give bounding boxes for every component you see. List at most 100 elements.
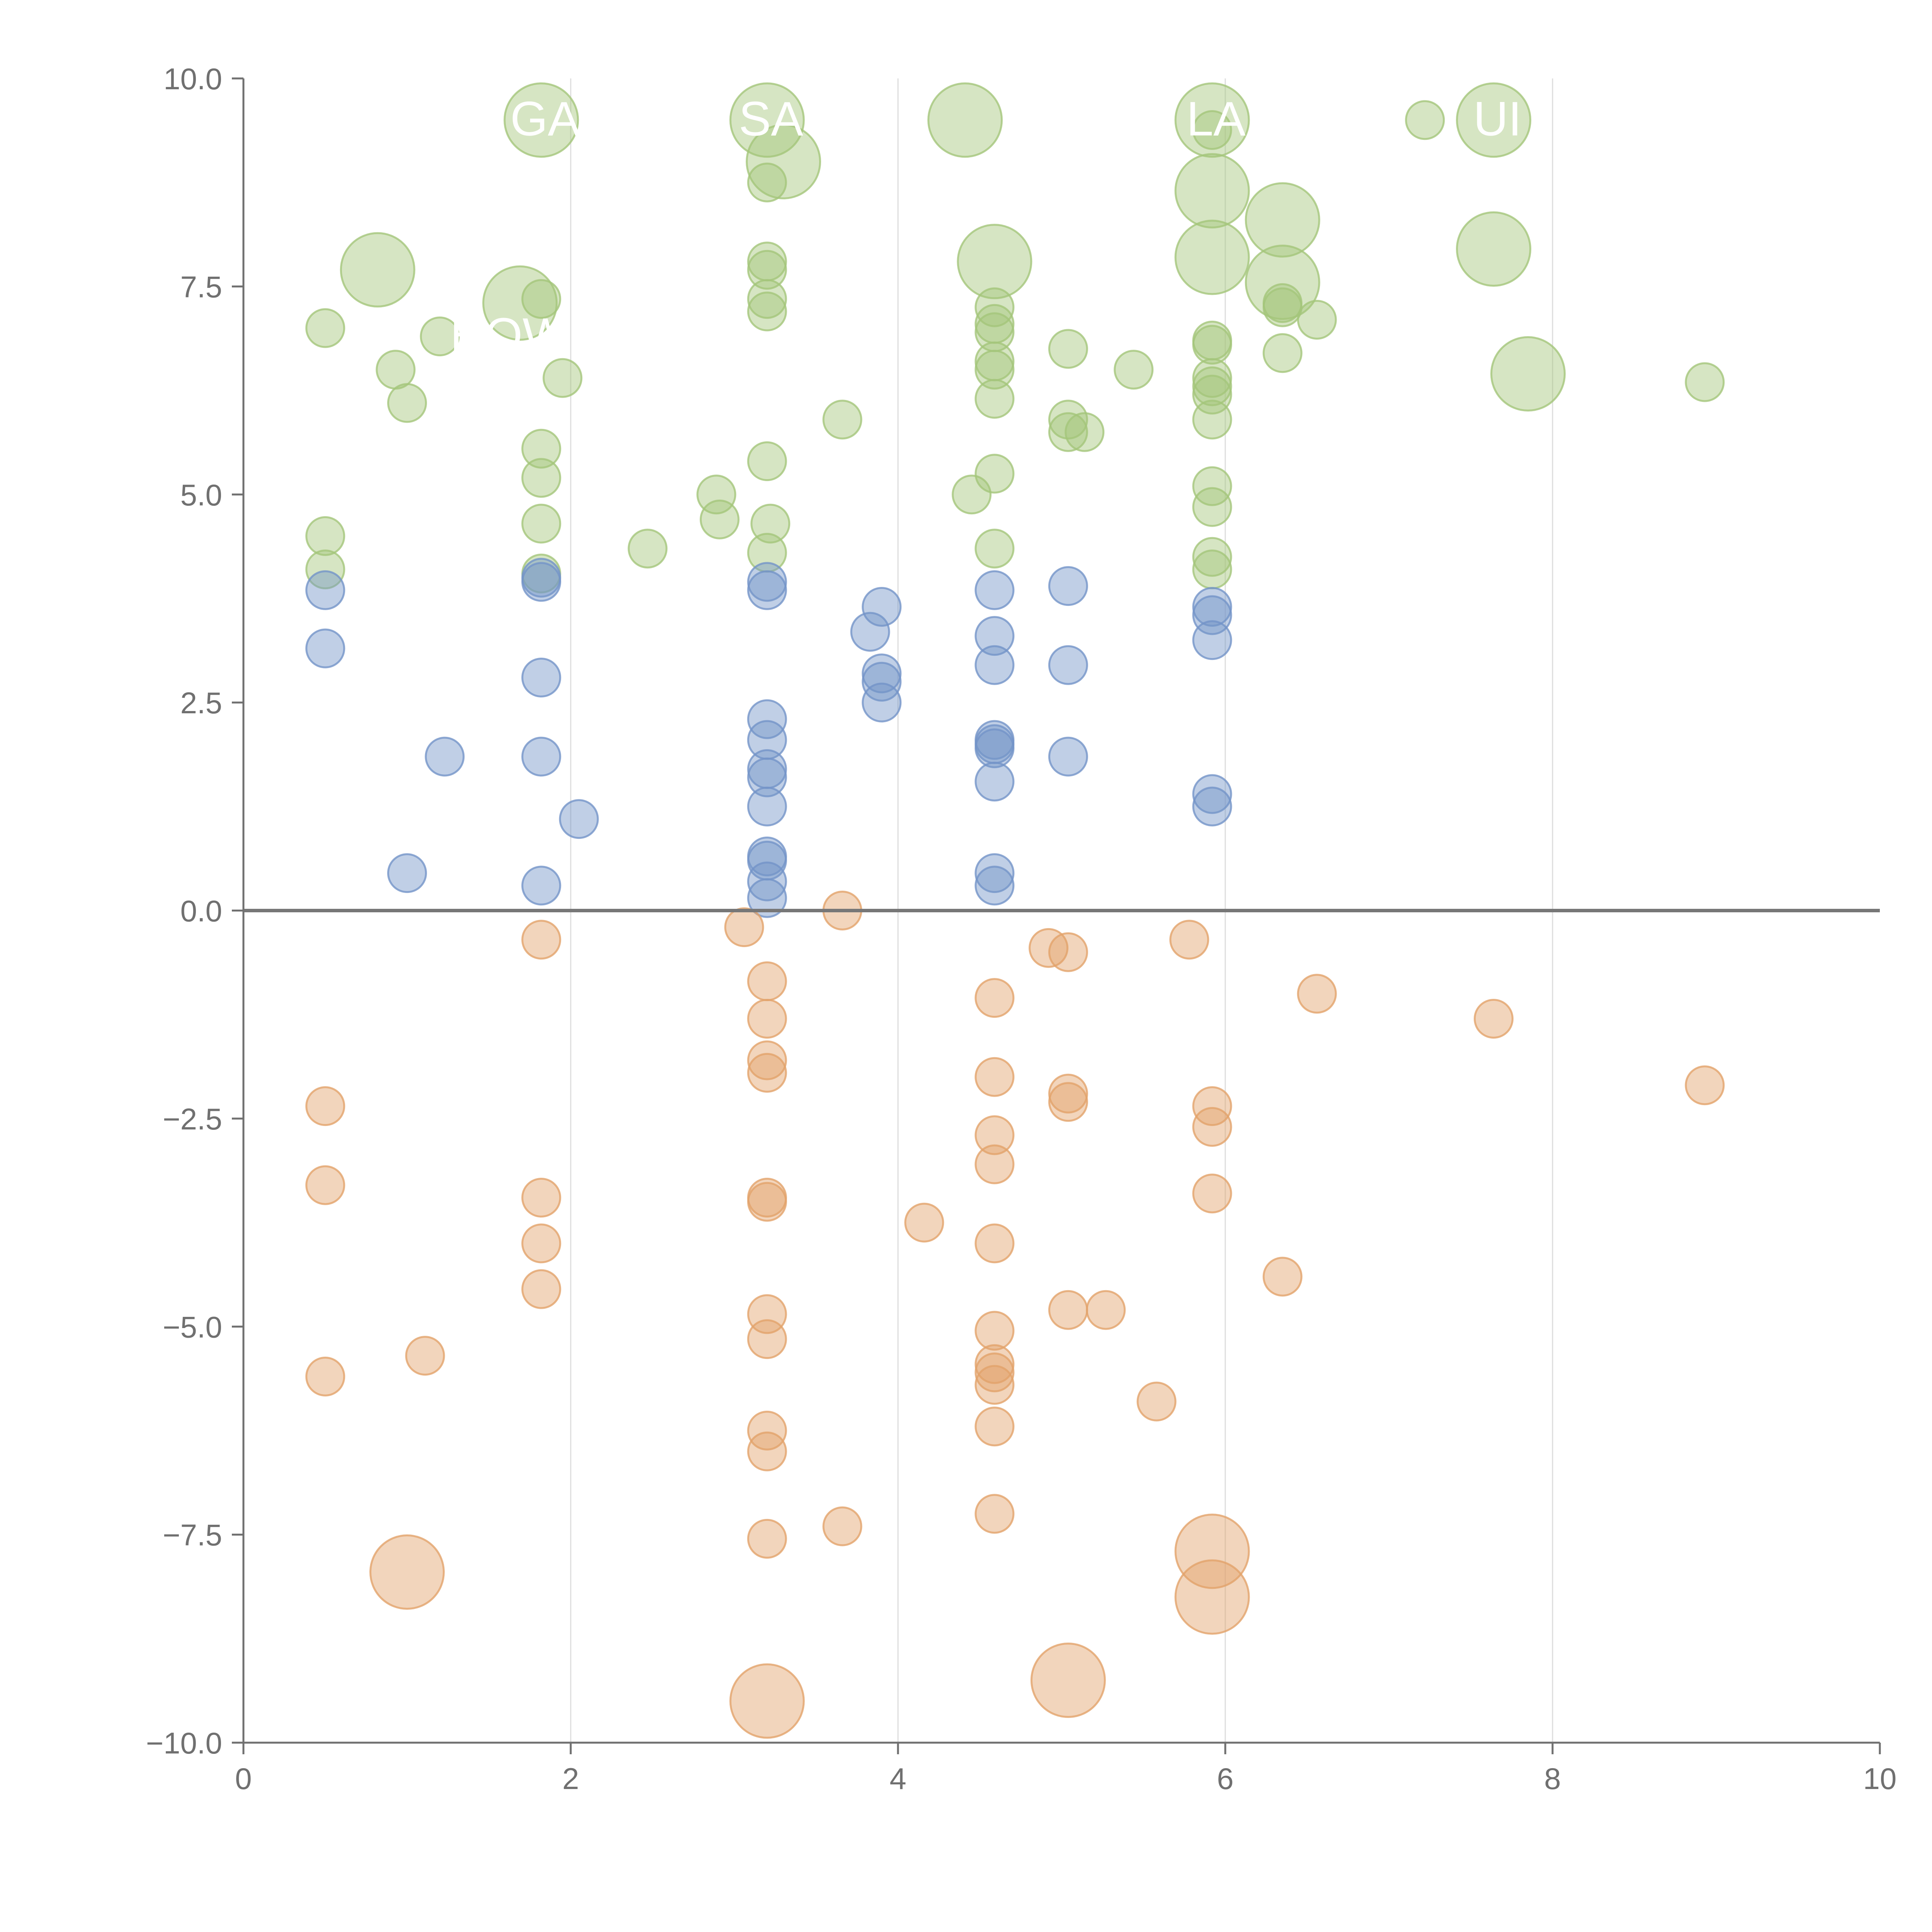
bubble-blue-24 (862, 662, 902, 702)
y-axis-ticks: 10.0 7.5 5.0 2.5 0.0 −2.5 −5.0 −7.5 −10.0 (146, 62, 243, 1760)
bubble-label-sa: SA (739, 92, 803, 146)
bubble-orange-30 (975, 1311, 1015, 1351)
bubble-blue-6 (521, 658, 561, 697)
bubble-blue-32 (975, 762, 1015, 802)
bubble-orange-28 (975, 1144, 1015, 1184)
bubble-orange-37 (1048, 932, 1088, 972)
bubble-green-6 (420, 316, 460, 357)
bubble-orange-3 (369, 1534, 445, 1610)
bubble-green-51 (1192, 358, 1232, 398)
bubble-green-19 (746, 124, 821, 199)
bubble-orange-36 (1029, 928, 1069, 968)
bubble-green-9 (521, 279, 561, 319)
bubble-orange-33 (975, 1365, 1015, 1405)
series-orange (305, 891, 1725, 1739)
bubble-orange-26 (975, 1057, 1015, 1097)
bubble-orange-9 (724, 907, 764, 947)
bubble-blue-12 (747, 699, 787, 739)
bubble-green-11 (521, 458, 561, 498)
bubble-blue-22 (862, 587, 902, 627)
bubble-orange-34 (975, 1406, 1015, 1447)
x-tick-label: 10 (1863, 1762, 1897, 1796)
bubble-green-1 (305, 516, 345, 556)
bubble-blue-37 (1048, 736, 1088, 777)
bubble-green-66 (1456, 82, 1531, 158)
bubble-blue-36 (1048, 645, 1088, 685)
bubble-blue-8 (521, 866, 561, 906)
bubble-orange-13 (747, 1053, 787, 1093)
bubble-blue-35 (1048, 566, 1088, 606)
y-tick-label: 0.0 (180, 894, 222, 928)
bubble-orange-17 (747, 1319, 787, 1359)
bubble-green-69 (1685, 362, 1725, 402)
bubble-orange-31 (975, 1344, 1015, 1384)
bubble-green-42 (1048, 412, 1088, 452)
bubble-orange-1 (305, 1165, 345, 1205)
bubble-green-36 (975, 379, 1015, 419)
bubble-blue-38 (1192, 587, 1232, 627)
x-tick-label: 4 (889, 1762, 906, 1796)
bubble-orange-18 (747, 1410, 787, 1451)
bubble-green-46 (1192, 110, 1232, 150)
bubble-green-47 (1174, 153, 1250, 229)
bubble-blue-21 (850, 612, 890, 652)
bubble-orange-45 (1192, 1086, 1232, 1126)
x-tick-label: 2 (562, 1762, 579, 1796)
bubble-orange-4 (405, 1336, 445, 1376)
bubble-orange-35 (975, 1494, 1015, 1534)
bubble-orange-48 (1174, 1514, 1250, 1589)
bubble-blue-16 (747, 786, 787, 827)
bubble-green-55 (1192, 466, 1232, 506)
bubble-orange-27 (975, 1115, 1015, 1155)
bubble-green-10 (521, 429, 561, 469)
series-green (305, 82, 1725, 594)
bubble-green-38 (952, 474, 992, 515)
bubble-blue-27 (975, 616, 1015, 656)
bubble-green-35 (975, 350, 1015, 390)
bubble-green-25 (747, 441, 787, 481)
bubble-orange-24 (904, 1202, 944, 1243)
bubble-orange-41 (1030, 1643, 1106, 1718)
bubble-green-8 (503, 82, 579, 158)
bubble-green-64 (1297, 300, 1337, 340)
bubble-blue-0 (305, 570, 345, 610)
bubble-orange-15 (747, 1182, 787, 1222)
bubble-green-15 (628, 529, 668, 569)
bubble-orange-7 (521, 1223, 561, 1264)
bubble-green-62 (1262, 287, 1303, 327)
bubble-blue-26 (975, 570, 1015, 610)
bubble-green-16 (696, 474, 736, 515)
bubble-green-2 (305, 549, 345, 590)
leader-line (767, 111, 814, 121)
bubble-orange-21 (729, 1663, 805, 1739)
bubble-blue-41 (1192, 774, 1232, 814)
bubble-green-58 (1192, 549, 1232, 590)
bubble-green-26 (750, 503, 791, 544)
leader-line (1212, 111, 1259, 121)
y-tick-label: 5.0 (180, 478, 222, 512)
bubble-blue-33 (975, 853, 1015, 893)
bubble-green-56 (1192, 487, 1232, 527)
x-tick-label: 6 (1217, 1762, 1233, 1796)
bubble-blue-11 (747, 570, 787, 610)
bubble-orange-10 (747, 961, 787, 1001)
bubble-blue-42 (1192, 786, 1232, 827)
bubble-blue-34 (975, 866, 1015, 906)
bubble-green-67 (1456, 211, 1531, 287)
bubble-blue-19 (747, 861, 787, 901)
bubble-blue-2 (387, 853, 427, 893)
bubble-labels: GA SA LA UI HOW (450, 92, 1522, 362)
y-tick-label: 2.5 (180, 686, 222, 720)
bubble-green-45 (1174, 82, 1250, 158)
bubble-green-30 (957, 224, 1032, 299)
bubble-blue-10 (747, 562, 787, 602)
y-tick-label: 10.0 (163, 62, 222, 96)
bubble-green-63 (1262, 333, 1303, 373)
bubble-green-40 (1048, 329, 1088, 369)
bubble-green-39 (975, 529, 1015, 569)
bubble-orange-44 (1169, 920, 1209, 960)
bubble-orange-47 (1192, 1173, 1232, 1214)
bubble-blue-31 (975, 728, 1015, 769)
label-leader-lines (505, 111, 1540, 337)
